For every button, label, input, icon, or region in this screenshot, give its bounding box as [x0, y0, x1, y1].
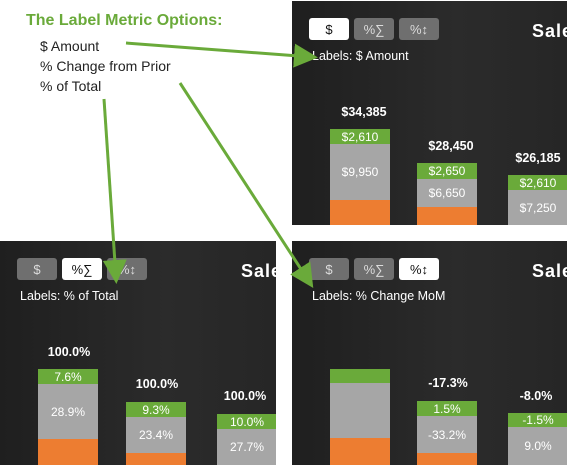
stacked-bar: -1.5% 9.0%	[508, 413, 567, 465]
bar-segment-green	[330, 369, 390, 383]
callout-title: The Label Metric Options:	[26, 12, 223, 29]
dollar-button[interactable]: $	[309, 258, 349, 280]
stacked-bar: 9.3% 23.4%	[126, 402, 186, 465]
bar-total-label: $28,450	[428, 139, 474, 153]
stacked-bar	[330, 369, 390, 465]
panel-percent-of-total: $ %∑ %↕ Sale Labels: % of Total 100.0% 7…	[0, 241, 276, 465]
bar-segment-green: 10.0%	[217, 414, 276, 429]
bar-total-label: -17.3%	[428, 376, 468, 390]
bar-segment-green: 1.5%	[417, 401, 477, 416]
stacked-bar: 10.0% 27.7%	[217, 414, 276, 465]
panel-percent-change: $ %∑ %↕ Sale Labels: % Change MoM -17.3%…	[292, 241, 567, 465]
bar-segment-green: $2,650	[417, 163, 477, 179]
callout-list: $ Amount % Change from Prior % of Total	[40, 36, 171, 96]
bar-segment-orange	[417, 453, 477, 465]
option-percent-of-total: % of Total	[40, 78, 102, 94]
stacked-bar: 1.5% -33.2%	[417, 401, 477, 465]
chart-title: Sale	[532, 261, 567, 281]
bar-segment-orange	[330, 200, 390, 225]
percent-total-button[interactable]: %∑	[354, 18, 394, 40]
bar-segment-gray: 9.0%	[508, 427, 567, 465]
dollar-button[interactable]: $	[17, 258, 57, 280]
bar-total-label: 100.0%	[135, 377, 179, 391]
chart-title: Sale	[241, 261, 276, 281]
bar-segment-gray: 28.9%	[38, 384, 98, 439]
option-change-from-prior: % Change from Prior	[40, 58, 171, 74]
labels-caption: Labels: % Change MoM	[312, 289, 446, 303]
bar-segment-green: 7.6%	[38, 369, 98, 384]
bar-segment-gray: $9,950	[330, 144, 390, 200]
labels-caption: Labels: $ Amount	[312, 49, 409, 63]
labels-caption: Labels: % of Total	[20, 289, 119, 303]
bar-total-label: $26,185	[515, 151, 561, 165]
bar-segment-orange	[417, 207, 477, 225]
stacked-bar: 7.6% 28.9%	[38, 369, 98, 465]
bar-segment-gray: $6,650	[417, 179, 477, 207]
dollar-button[interactable]: $	[309, 18, 349, 40]
percent-change-button[interactable]: %↕	[107, 258, 147, 280]
label-toggle-group: $ %∑ %↕	[309, 18, 449, 40]
bar-segment-green: $2,610	[330, 129, 390, 144]
bar-segment-orange	[126, 453, 186, 465]
bar-total-label: -8.0%	[519, 389, 553, 403]
bar-total-label: 100.0%	[47, 345, 91, 359]
label-toggle-group: $ %∑ %↕	[309, 258, 449, 280]
percent-change-button[interactable]: %↕	[399, 18, 439, 40]
bar-segment-green: 9.3%	[126, 402, 186, 417]
bar-total-label: $34,385	[341, 105, 387, 119]
bar-segment-gray	[330, 383, 390, 438]
bar-segment-orange	[330, 438, 390, 465]
panel-amount: $ %∑ %↕ Sale Labels: $ Amount $34,385 $2…	[292, 1, 567, 225]
stacked-bar: $2,610 $7,250	[508, 175, 567, 225]
bar-segment-gray: -33.2%	[417, 416, 477, 453]
stacked-bar: $2,650 $6,650	[417, 163, 477, 225]
bar-segment-gray: $7,250	[508, 190, 567, 225]
option-amount: $ Amount	[40, 38, 100, 54]
percent-total-button[interactable]: %∑	[354, 258, 394, 280]
chart-title: Sale	[532, 21, 567, 41]
bar-total-label: 100.0%	[223, 389, 267, 403]
bar-segment-gray: 27.7%	[217, 429, 276, 465]
percent-change-button[interactable]: %↕	[399, 258, 439, 280]
bar-segment-green: -1.5%	[508, 413, 567, 427]
percent-total-button[interactable]: %∑	[62, 258, 102, 280]
bar-segment-gray: 23.4%	[126, 417, 186, 453]
bar-segment-orange	[38, 439, 98, 465]
label-toggle-group: $ %∑ %↕	[17, 258, 157, 280]
stacked-bar: $2,610 $9,950	[330, 129, 390, 225]
bar-segment-green: $2,610	[508, 175, 567, 190]
